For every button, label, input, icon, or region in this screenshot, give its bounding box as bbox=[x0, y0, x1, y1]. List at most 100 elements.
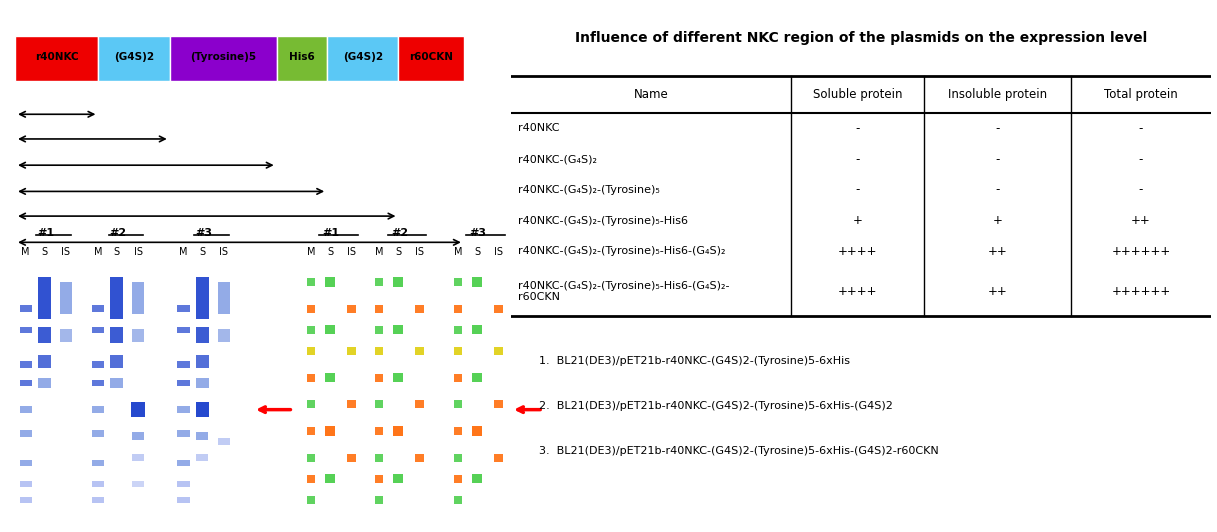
FancyBboxPatch shape bbox=[472, 373, 482, 383]
Text: Soluble protein: Soluble protein bbox=[813, 88, 902, 101]
FancyBboxPatch shape bbox=[415, 304, 424, 312]
FancyBboxPatch shape bbox=[347, 347, 355, 355]
Text: IS: IS bbox=[61, 247, 71, 257]
FancyBboxPatch shape bbox=[307, 453, 315, 461]
Text: r60CKN: r60CKN bbox=[409, 52, 453, 62]
FancyBboxPatch shape bbox=[169, 36, 276, 81]
Text: r40NKC-(G₄S)₂: r40NKC-(G₄S)₂ bbox=[518, 154, 598, 164]
Text: -: - bbox=[856, 122, 859, 135]
FancyBboxPatch shape bbox=[91, 327, 103, 333]
FancyBboxPatch shape bbox=[38, 327, 51, 343]
FancyBboxPatch shape bbox=[472, 325, 482, 335]
FancyBboxPatch shape bbox=[38, 277, 51, 319]
Text: S: S bbox=[41, 247, 47, 257]
FancyBboxPatch shape bbox=[454, 453, 462, 461]
Text: r40NKC-(G₄S)₂-(Tyrosine)₅: r40NKC-(G₄S)₂-(Tyrosine)₅ bbox=[518, 185, 660, 195]
FancyBboxPatch shape bbox=[307, 400, 315, 409]
FancyBboxPatch shape bbox=[178, 460, 190, 466]
Text: His6: His6 bbox=[288, 52, 315, 62]
FancyBboxPatch shape bbox=[19, 380, 32, 386]
FancyBboxPatch shape bbox=[393, 426, 403, 436]
Text: ++: ++ bbox=[988, 285, 1008, 298]
Text: S: S bbox=[113, 247, 119, 257]
Text: M: M bbox=[179, 247, 187, 257]
FancyBboxPatch shape bbox=[110, 355, 123, 368]
FancyBboxPatch shape bbox=[110, 327, 123, 343]
Text: r40NKC: r40NKC bbox=[518, 123, 560, 134]
FancyBboxPatch shape bbox=[347, 453, 355, 461]
FancyBboxPatch shape bbox=[276, 36, 327, 81]
Text: #3: #3 bbox=[470, 228, 487, 238]
FancyBboxPatch shape bbox=[307, 326, 315, 334]
FancyBboxPatch shape bbox=[19, 460, 32, 466]
FancyBboxPatch shape bbox=[454, 373, 462, 381]
Text: (Tyrosine)5: (Tyrosine)5 bbox=[190, 52, 256, 62]
FancyBboxPatch shape bbox=[196, 454, 208, 461]
FancyBboxPatch shape bbox=[218, 328, 230, 342]
FancyBboxPatch shape bbox=[415, 400, 424, 409]
FancyBboxPatch shape bbox=[131, 282, 144, 314]
Text: ++: ++ bbox=[988, 245, 1008, 258]
FancyBboxPatch shape bbox=[218, 282, 230, 314]
FancyBboxPatch shape bbox=[91, 481, 103, 487]
Text: Name: Name bbox=[634, 88, 668, 101]
FancyBboxPatch shape bbox=[454, 304, 462, 312]
FancyBboxPatch shape bbox=[196, 402, 209, 417]
FancyBboxPatch shape bbox=[131, 432, 144, 440]
FancyBboxPatch shape bbox=[327, 36, 398, 81]
FancyBboxPatch shape bbox=[19, 481, 32, 487]
Text: +: + bbox=[993, 214, 1003, 227]
FancyBboxPatch shape bbox=[196, 355, 209, 368]
Text: -: - bbox=[856, 153, 859, 165]
FancyBboxPatch shape bbox=[494, 347, 503, 355]
FancyBboxPatch shape bbox=[15, 36, 99, 81]
FancyBboxPatch shape bbox=[178, 497, 190, 503]
FancyBboxPatch shape bbox=[494, 304, 503, 312]
Text: r40NKC-(G₄S)₂-(Tyrosine)₅-His6-(G₄S)₂: r40NKC-(G₄S)₂-(Tyrosine)₅-His6-(G₄S)₂ bbox=[518, 246, 725, 256]
FancyBboxPatch shape bbox=[454, 326, 462, 334]
FancyBboxPatch shape bbox=[454, 496, 462, 504]
Text: +: + bbox=[853, 214, 863, 227]
FancyBboxPatch shape bbox=[91, 380, 103, 386]
Text: IS: IS bbox=[134, 247, 142, 257]
FancyBboxPatch shape bbox=[307, 475, 315, 483]
FancyBboxPatch shape bbox=[375, 304, 383, 312]
Text: IS: IS bbox=[347, 247, 355, 257]
FancyBboxPatch shape bbox=[91, 305, 103, 312]
Text: Total protein: Total protein bbox=[1104, 88, 1178, 101]
FancyBboxPatch shape bbox=[454, 400, 462, 409]
Text: 3.  BL21(DE3)/pET21b-r40NKC-(G4S)2-(Tyrosine)5-6xHis-(G4S)2-r60CKN: 3. BL21(DE3)/pET21b-r40NKC-(G4S)2-(Tyros… bbox=[539, 446, 938, 456]
Text: #1: #1 bbox=[37, 228, 55, 238]
FancyBboxPatch shape bbox=[375, 347, 383, 355]
FancyBboxPatch shape bbox=[307, 304, 315, 312]
FancyBboxPatch shape bbox=[393, 474, 403, 484]
FancyBboxPatch shape bbox=[393, 277, 403, 287]
FancyBboxPatch shape bbox=[110, 277, 123, 319]
Text: M: M bbox=[94, 247, 102, 257]
Text: M: M bbox=[22, 247, 29, 257]
FancyBboxPatch shape bbox=[19, 361, 32, 368]
FancyBboxPatch shape bbox=[375, 373, 383, 381]
FancyBboxPatch shape bbox=[472, 426, 482, 436]
FancyBboxPatch shape bbox=[454, 427, 462, 435]
Text: ++++++: ++++++ bbox=[1111, 285, 1171, 298]
FancyBboxPatch shape bbox=[19, 430, 32, 437]
Text: Insoluble protein: Insoluble protein bbox=[948, 88, 1047, 101]
Text: -: - bbox=[1139, 153, 1143, 165]
Text: #2: #2 bbox=[391, 228, 408, 238]
FancyBboxPatch shape bbox=[375, 475, 383, 483]
Text: ++++++: ++++++ bbox=[1111, 245, 1171, 258]
FancyBboxPatch shape bbox=[415, 453, 424, 461]
Text: r40NKC: r40NKC bbox=[35, 52, 79, 62]
FancyBboxPatch shape bbox=[218, 438, 230, 445]
FancyBboxPatch shape bbox=[325, 373, 335, 383]
FancyBboxPatch shape bbox=[472, 474, 482, 484]
Text: (G4S)2: (G4S)2 bbox=[343, 52, 383, 62]
FancyBboxPatch shape bbox=[131, 454, 144, 461]
FancyBboxPatch shape bbox=[307, 278, 315, 286]
Text: M: M bbox=[375, 247, 383, 257]
FancyBboxPatch shape bbox=[19, 497, 32, 503]
FancyBboxPatch shape bbox=[494, 453, 503, 461]
FancyBboxPatch shape bbox=[99, 36, 169, 81]
FancyBboxPatch shape bbox=[91, 460, 103, 466]
